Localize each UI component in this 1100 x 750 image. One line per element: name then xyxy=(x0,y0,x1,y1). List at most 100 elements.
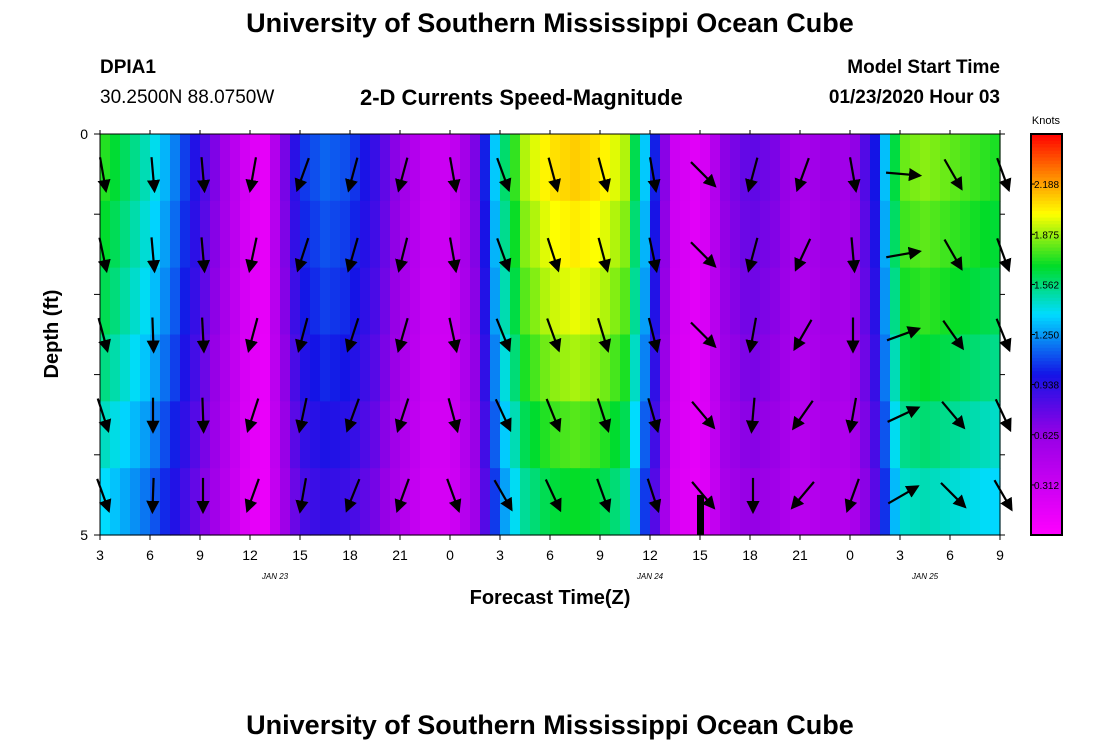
colorbar-swatch xyxy=(1031,291,1062,295)
heatmap-cell xyxy=(840,134,851,202)
heatmap-cell xyxy=(330,468,341,536)
station-location: 30.2500N 88.0750W xyxy=(100,87,275,108)
heatmap-cell xyxy=(270,134,281,202)
colorbar-swatch xyxy=(1031,174,1062,179)
heatmap-cell xyxy=(910,401,921,469)
heatmap-cell xyxy=(500,134,511,202)
heatmap-cell xyxy=(540,200,551,269)
heatmap-cell xyxy=(150,334,161,402)
heatmap-cell xyxy=(270,334,281,402)
heatmap-cell xyxy=(500,334,511,402)
x-axis: 3 6 9 12 15 18 21 0 3 6 9 12 15 18 21 0 3 6 9 JAN 23 JAN 24 J… xyxy=(96,130,1004,581)
current-arrow xyxy=(146,317,160,354)
current-arrow xyxy=(295,477,309,514)
heatmap-cell xyxy=(710,134,721,202)
heatmap-cell xyxy=(240,267,251,336)
heatmap-cell xyxy=(920,200,931,269)
heatmap-cell xyxy=(930,200,941,269)
heatmap-cell xyxy=(390,267,401,336)
heatmap-cell xyxy=(520,468,531,536)
heatmap-cell xyxy=(870,334,881,402)
heatmap-cell xyxy=(210,468,221,536)
heatmap-cell xyxy=(350,267,361,336)
heatmap-cell xyxy=(130,200,141,269)
heatmap-cell xyxy=(960,200,971,269)
current-arrow xyxy=(394,478,410,513)
heatmap-cell xyxy=(770,468,781,536)
heatmap-cell xyxy=(950,401,961,469)
heatmap-cell xyxy=(690,401,701,469)
heatmap-cell xyxy=(930,334,941,402)
heatmap-cell xyxy=(840,334,851,402)
x-tick-label: 12 xyxy=(242,547,258,563)
heatmap-cell xyxy=(890,334,901,402)
current-arrows xyxy=(96,157,1013,515)
x-tick-label: 3 xyxy=(96,547,104,563)
colorbar-swatch xyxy=(1031,254,1062,259)
heatmap-cell xyxy=(940,200,951,269)
heatmap-cell xyxy=(960,267,971,336)
date-label: JAN 24 xyxy=(636,572,664,581)
current-arrow xyxy=(494,398,512,433)
heatmap-cell xyxy=(200,134,211,202)
colorbar-swatch xyxy=(1031,344,1062,349)
heatmap-cell xyxy=(620,468,631,536)
heatmap-cell xyxy=(310,200,321,269)
colorbar-tick-label: 0.312 xyxy=(1034,481,1059,492)
heatmap-cell xyxy=(420,267,431,336)
heatmap-cell xyxy=(330,334,341,402)
heatmap-cell xyxy=(860,401,871,469)
current-arrow xyxy=(690,241,717,268)
heatmap-cell xyxy=(610,401,621,469)
current-arrow xyxy=(745,157,759,193)
heatmap-cell xyxy=(350,200,361,269)
heatmap-cell xyxy=(200,334,211,402)
heatmap-cell xyxy=(510,334,521,402)
colorbar-swatch xyxy=(1031,311,1062,316)
heatmap-cell xyxy=(400,200,411,269)
heatmap-cell xyxy=(760,200,771,269)
heatmap-cell xyxy=(590,468,601,536)
heatmap-cell xyxy=(140,200,151,269)
heatmap-cell xyxy=(630,334,641,402)
heatmap-cell xyxy=(200,401,211,469)
colorbar-swatch xyxy=(1031,361,1062,366)
heatmap-cell xyxy=(160,200,171,269)
heatmap-cell xyxy=(170,334,181,402)
heatmap-cell xyxy=(820,200,831,269)
heatmap-cell xyxy=(350,334,361,402)
heatmap-cell xyxy=(710,200,721,269)
heatmap-cell xyxy=(610,267,621,336)
heatmap-cell xyxy=(990,200,1001,269)
colorbar-swatch xyxy=(1031,230,1062,235)
colorbar-swatch xyxy=(1031,414,1062,419)
heatmap-cell xyxy=(920,134,931,202)
heatmap-cell xyxy=(790,468,801,536)
current-arrow xyxy=(941,400,966,430)
heatmap-cell xyxy=(370,200,381,269)
colorbar-swatch xyxy=(1031,397,1062,402)
heatmap-cell xyxy=(770,267,781,336)
current-arrow xyxy=(885,168,923,182)
heatmap-cell xyxy=(200,200,211,269)
colorbar-swatch xyxy=(1031,448,1062,453)
station-id: DPIA1 xyxy=(100,57,156,78)
current-arrow xyxy=(146,157,161,194)
heatmap-cell xyxy=(180,334,191,402)
y-axis-label: Depth (ft) xyxy=(41,290,63,379)
heatmap-cell xyxy=(990,134,1001,202)
colorbar-swatch xyxy=(1031,184,1062,189)
heatmap-cell xyxy=(700,334,711,402)
heatmap-cell xyxy=(460,134,471,202)
heatmap-cell xyxy=(790,134,801,202)
heatmap-cell xyxy=(460,401,471,469)
colorbar-swatch xyxy=(1031,144,1062,148)
colorbar-swatch xyxy=(1031,187,1062,192)
current-arrow xyxy=(245,157,259,194)
heatmap-cell xyxy=(320,267,331,336)
colorbar-swatch xyxy=(1031,444,1062,449)
x-axis-label: Forecast Time(Z) xyxy=(470,587,631,609)
heatmap-cell xyxy=(430,334,441,402)
heatmap-cell xyxy=(230,334,241,402)
heatmap-cell xyxy=(240,334,251,402)
